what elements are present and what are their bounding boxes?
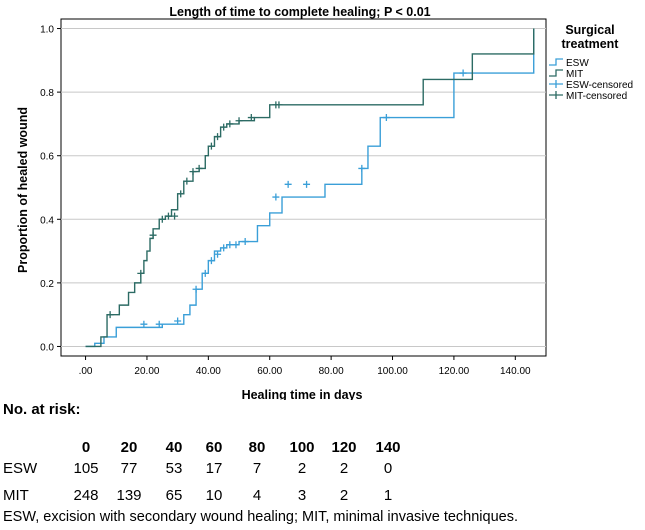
legend-title: Surgical <box>565 23 614 37</box>
x-tick-label: 140.00 <box>500 366 531 377</box>
censor-mark-mit <box>214 133 222 141</box>
censor-mark-mit <box>183 177 191 185</box>
y-axis-label: Proportion of healed wound <box>16 107 30 273</box>
legend-swatch <box>549 58 563 66</box>
risk-table-title: No. at risk: <box>3 401 81 418</box>
risk-time-header: 120 <box>331 439 357 456</box>
legend-swatch <box>549 69 563 77</box>
risk-cell: 53 <box>165 460 183 477</box>
x-tick-label: 100.00 <box>377 366 408 377</box>
censor-mark-mit <box>207 142 215 150</box>
censor-mark-esw <box>272 193 280 201</box>
risk-cell: 1 <box>383 487 393 504</box>
x-tick-label: 80.00 <box>319 366 344 377</box>
censor-mark-esw <box>201 269 209 277</box>
censor-mark-esw <box>220 244 228 252</box>
risk-cell: 7 <box>252 460 262 477</box>
y-tick-label: 0.4 <box>40 215 54 226</box>
censor-mark-mit <box>226 120 234 128</box>
censor-mark-mit <box>189 168 197 176</box>
censor-mark-esw <box>459 69 467 77</box>
y-tick-label: 0.8 <box>40 88 54 99</box>
legend-title: treatment <box>562 37 620 51</box>
censor-mark-mit <box>149 231 157 239</box>
censor-mark-esw <box>207 257 215 265</box>
risk-cell: 3 <box>297 487 307 504</box>
risk-cell: 105 <box>73 460 99 477</box>
risk-cell: 2 <box>297 460 307 477</box>
risk-cell: 17 <box>205 460 223 477</box>
censor-mark-mit <box>177 190 185 198</box>
risk-time-header: 140 <box>375 439 401 456</box>
censor-mark-mit <box>171 212 179 220</box>
risk-cell: 65 <box>165 487 183 504</box>
risk-time-header: 20 <box>120 439 138 456</box>
x-tick-label: 60.00 <box>257 366 282 377</box>
censor-mark-mit <box>275 101 283 109</box>
x-tick-label: 120.00 <box>439 366 470 377</box>
censor-mark-mit <box>247 114 255 122</box>
risk-cell: 248 <box>73 487 99 504</box>
footnote: ESW, excision with secondary wound heali… <box>3 509 518 525</box>
grid-lines <box>61 28 546 347</box>
risk-cell: 10 <box>205 487 223 504</box>
chart-title: Length of time to complete healing; P < … <box>169 5 430 19</box>
risk-row-label: ESW <box>3 460 38 477</box>
censor-mark-esw <box>155 320 163 328</box>
censor-mark-esw <box>192 285 200 293</box>
censor-mark-esw <box>174 317 182 325</box>
risk-cell: 0 <box>383 460 393 477</box>
censor-mark-mit <box>106 311 114 319</box>
censor-mark-esw <box>232 241 240 249</box>
series-line-esw <box>85 28 535 348</box>
censor-mark-mit <box>158 215 166 223</box>
legend-swatch <box>549 91 563 99</box>
censor-mark-esw <box>284 180 292 188</box>
plot-area <box>60 18 547 357</box>
risk-time-header: 80 <box>248 439 266 456</box>
y-tick-label: 0.6 <box>40 152 54 163</box>
legend-entry-label: MIT <box>566 69 583 80</box>
censor-mark-mit <box>164 212 172 220</box>
risk-cell: 77 <box>120 460 138 477</box>
series-line-mit <box>85 28 535 348</box>
risk-time-header: 40 <box>165 439 183 456</box>
axes: 0.0 0.2 0.4 0.6 0.8 1.0 .00 20.00 40.00 60.00 80.0… <box>40 25 531 377</box>
legend-entry-label: ESW <box>566 58 589 69</box>
censor-mark-esw <box>140 320 148 328</box>
legend-entry-label: MIT-censored <box>566 91 627 102</box>
legend-swatch <box>549 80 563 88</box>
censor-layer <box>106 69 467 328</box>
risk-cell: 2 <box>339 460 349 477</box>
x-axis-label: Healing time in days <box>242 388 363 400</box>
risk-cell: 2 <box>339 487 349 504</box>
km-chart: 0.0 0.2 0.4 0.6 0.8 1.0 .00 20.00 40.00 60.00 80.0… <box>16 5 633 400</box>
x-tick-label: 40.00 <box>196 366 221 377</box>
censor-mark-esw <box>382 114 390 122</box>
risk-cell: 4 <box>252 487 262 504</box>
risk-time-header: 60 <box>205 439 223 456</box>
x-tick-label: .00 <box>79 366 93 377</box>
censor-mark-mit <box>195 164 203 172</box>
censor-mark-esw <box>303 180 311 188</box>
censor-mark-mit <box>235 117 243 125</box>
y-tick-label: 1.0 <box>40 25 54 36</box>
series-layer <box>85 28 535 348</box>
censor-mark-mit <box>137 269 145 277</box>
censor-mark-esw <box>226 241 234 249</box>
risk-time-header: 100 <box>289 439 315 456</box>
risk-time-header: 0 <box>81 439 91 456</box>
risk-row-label: MIT <box>3 487 29 504</box>
censor-mark-esw <box>214 250 222 258</box>
censor-mark-esw <box>241 238 249 246</box>
censor-mark-esw <box>358 164 366 172</box>
censor-mark-mit <box>220 123 228 131</box>
risk-cell: 139 <box>116 487 142 504</box>
x-tick-label: 20.00 <box>134 366 159 377</box>
legend-entry-label: ESW-censored <box>566 80 633 91</box>
y-tick-label: 0.0 <box>40 342 54 353</box>
y-tick-label: 0.2 <box>40 279 54 290</box>
